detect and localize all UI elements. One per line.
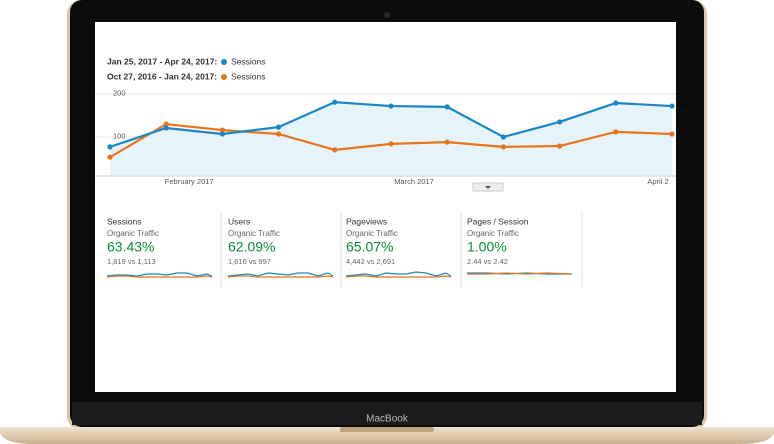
- chin: [72, 402, 702, 425]
- point: [219, 127, 225, 133]
- metric-subtitle: Organic Traffic: [467, 229, 519, 238]
- point: [219, 131, 225, 137]
- camera: [384, 12, 390, 18]
- metric-change: 1.00%: [467, 239, 507, 255]
- point: [163, 121, 169, 127]
- base: [0, 427, 774, 444]
- metric-title: Users: [228, 216, 250, 226]
- point: [107, 144, 113, 150]
- point: [332, 99, 338, 105]
- metric-subtitle: Organic Traffic: [228, 229, 280, 238]
- metric-compare: 1,616 vs 997: [228, 257, 271, 266]
- spark-current: [106, 272, 213, 277]
- metric-title: Pages / Session: [467, 216, 529, 226]
- x-tick-label: April 2: [647, 177, 668, 186]
- sparkline: [227, 272, 334, 278]
- toggle-arrow: [485, 186, 491, 189]
- point: [613, 129, 619, 135]
- point: [276, 131, 282, 137]
- point: [500, 134, 506, 140]
- metric-compare: 1,819 vs 1,113: [107, 257, 156, 266]
- x-tick-label: February 2017: [165, 177, 214, 186]
- sparkline: [345, 271, 452, 278]
- metric-change: 62.09%: [228, 239, 275, 255]
- point: [613, 100, 619, 106]
- legend-period: Oct 27, 2016 - Jan 24, 2017:: [107, 71, 217, 81]
- legend-period: Jan 25, 2017 - Apr 24, 2017:: [107, 56, 217, 66]
- y-tick-label: 100: [113, 131, 126, 140]
- point: [500, 144, 506, 150]
- point: [557, 119, 563, 125]
- area: [110, 102, 672, 176]
- metric-compare: 4,442 vs 2,691: [346, 257, 395, 266]
- metric-title: Pageviews: [346, 216, 387, 226]
- point: [444, 139, 450, 145]
- point: [388, 103, 394, 109]
- spark-previous: [227, 275, 334, 278]
- analytics: Jan 25, 2017 - Apr 24, 2017: Sessions Oct …: [95, 56, 676, 288]
- legend-dot: [221, 74, 227, 80]
- point: [444, 104, 450, 110]
- spark-previous: [345, 275, 452, 278]
- spark-previous: [106, 275, 213, 278]
- legend-label: Sessions: [231, 71, 266, 81]
- point: [557, 143, 563, 149]
- spark-previous: [467, 272, 573, 275]
- metric-change: 65.07%: [346, 239, 393, 255]
- point: [669, 131, 675, 137]
- point: [332, 147, 338, 153]
- metric-title: Sessions: [107, 216, 142, 226]
- legend-dot: [221, 59, 227, 65]
- screen: [95, 22, 676, 392]
- metric-subtitle: Organic Traffic: [107, 229, 159, 238]
- notch: [340, 427, 434, 432]
- metric-compare: 2.44 vs 2.42: [467, 257, 508, 266]
- brand: MacBook: [366, 414, 409, 425]
- point: [388, 141, 394, 147]
- sparkline: [106, 272, 213, 278]
- x-tick-label: March 2017: [394, 177, 434, 186]
- point: [163, 125, 169, 131]
- y-tick-label: 200: [113, 88, 126, 97]
- point: [276, 124, 282, 130]
- legend-label: Sessions: [231, 56, 266, 66]
- metric-subtitle: Organic Traffic: [346, 229, 398, 238]
- spark-current: [345, 271, 452, 277]
- point: [107, 154, 113, 160]
- metric-change: 63.43%: [107, 239, 154, 255]
- point: [669, 103, 675, 109]
- sparkline: [467, 272, 573, 275]
- spark-current: [227, 272, 334, 277]
